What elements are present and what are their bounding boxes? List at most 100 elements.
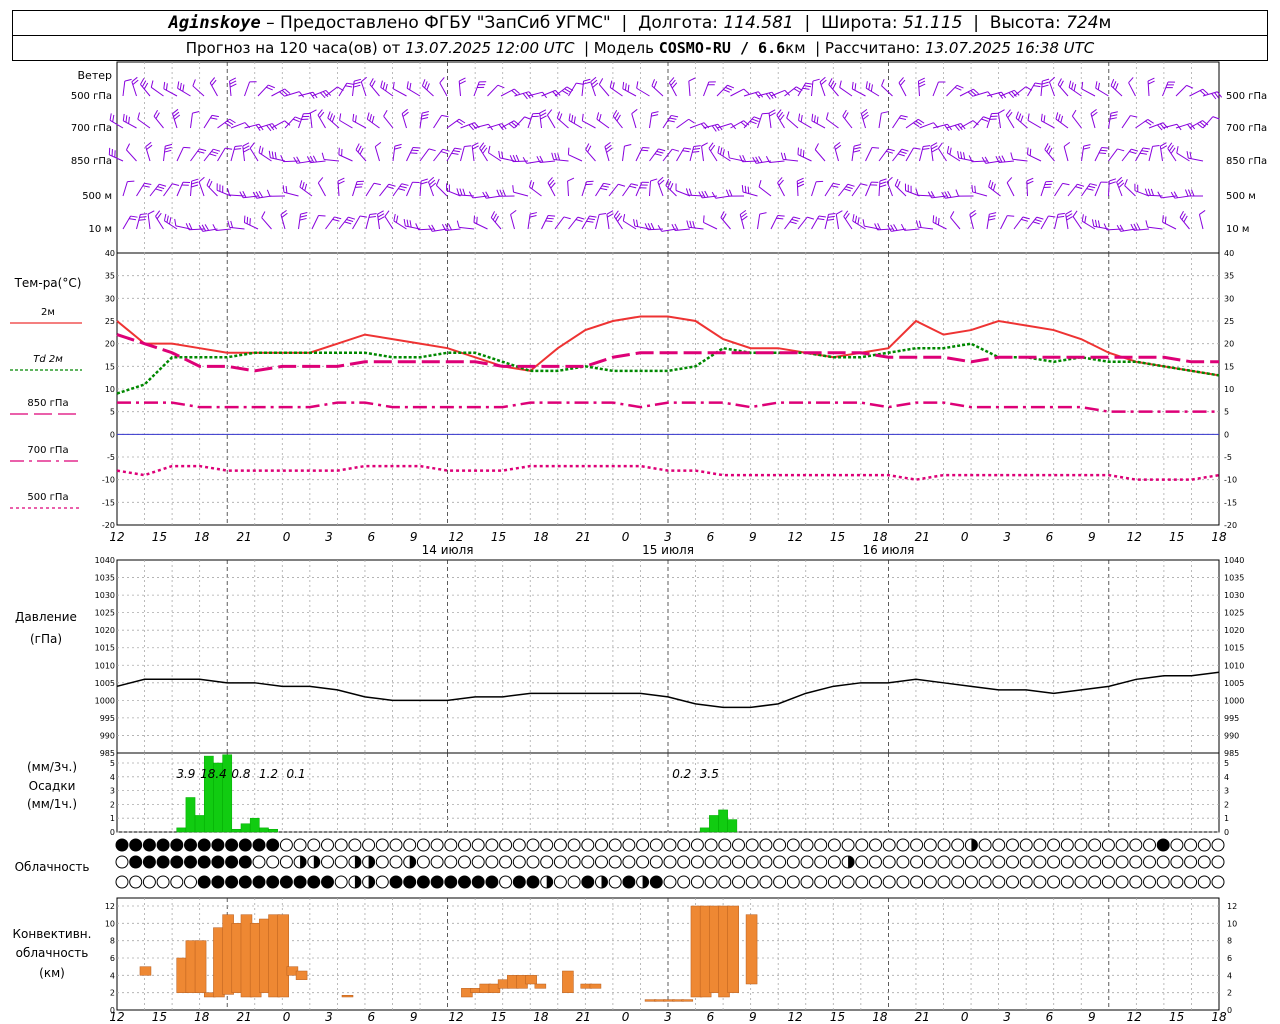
wind-barb-feather xyxy=(385,83,388,91)
cloud-cell xyxy=(786,875,800,889)
precip-ytick-right: 4 xyxy=(1224,773,1229,782)
wind-barb-feather xyxy=(1091,111,1098,117)
wind-barb-staff xyxy=(865,181,872,197)
pressure-ytick-left: 1030 xyxy=(95,591,115,600)
cloud-cell xyxy=(732,875,745,889)
wind-barb-feather xyxy=(266,86,273,91)
wind-barb-feather xyxy=(1124,178,1128,186)
cloud-circle xyxy=(786,838,800,852)
cloud-circle xyxy=(375,838,389,852)
wind-barb-feather xyxy=(234,148,242,150)
cloud-circle xyxy=(718,855,732,869)
wind-barb-feather xyxy=(441,114,449,118)
wind-barb-feather xyxy=(522,157,528,164)
cloud-cell xyxy=(403,838,417,852)
wind-barb-feather xyxy=(268,150,271,158)
conv-ytick-right: 12 xyxy=(1227,902,1237,911)
wind-barb-staff xyxy=(758,186,772,197)
cloud-cell xyxy=(362,875,376,889)
wind-barb-feather xyxy=(155,112,160,119)
bottom-time-tick-label: 21 xyxy=(915,1010,930,1024)
cloud-circle xyxy=(745,855,759,869)
cloud-circle xyxy=(951,875,965,889)
wind-barb-feather xyxy=(1100,149,1108,152)
wind-barb-feather xyxy=(839,80,842,88)
cloud-cell xyxy=(499,838,513,852)
wind-barb-feather xyxy=(225,147,233,150)
cloud-cell xyxy=(512,855,526,869)
wind-barb-staff xyxy=(176,147,184,162)
wind-barb-staff xyxy=(153,116,164,129)
cloud-cell xyxy=(595,855,608,869)
cloud-cell xyxy=(923,875,937,889)
cloud-circle xyxy=(1156,838,1170,852)
wind-barb-feather xyxy=(480,144,486,152)
wind-barb-feather xyxy=(229,77,237,82)
cloud-circle xyxy=(115,875,129,889)
wind-barb-feather xyxy=(671,223,676,231)
wind-barb-feather xyxy=(642,146,650,149)
wind-barb-staff xyxy=(567,180,569,197)
wind-barb-feather xyxy=(1022,216,1030,220)
cloud-cell xyxy=(814,875,828,889)
wind-barb-feather xyxy=(346,219,354,223)
cloud-circle xyxy=(512,838,526,852)
cloud-cell xyxy=(458,855,471,869)
cloud-circle xyxy=(937,838,951,852)
cloud-circle xyxy=(1156,875,1170,889)
time-tick-label: 21 xyxy=(915,530,930,544)
conv-ytick-right: 6 xyxy=(1227,954,1232,963)
wind-barb-feather xyxy=(830,80,835,88)
wind-barb-feather xyxy=(779,114,785,121)
wind-barb-feather xyxy=(853,144,861,147)
wind-barb-feather xyxy=(309,155,315,163)
conv-bar xyxy=(534,983,547,989)
wind-barb-staff xyxy=(244,81,251,97)
wind-barb-staff xyxy=(649,180,651,197)
cloud-cell xyxy=(978,838,992,852)
wind-barb-staff xyxy=(1005,114,1015,129)
wind-barb-feather xyxy=(327,111,331,119)
wind-barb-feather xyxy=(421,79,426,87)
wind-barb-feather xyxy=(1167,142,1173,149)
cloud-circle xyxy=(129,855,143,869)
wind-barb-staff xyxy=(851,146,855,162)
wind-barb-feather xyxy=(842,109,847,117)
conv-ytick-left: 10 xyxy=(105,919,115,928)
cloud-cell xyxy=(718,875,732,889)
wind-barb-staff xyxy=(1063,146,1069,162)
cloud-circle xyxy=(1006,838,1019,852)
wind-barb-feather xyxy=(1057,78,1062,85)
wind-barb-staff xyxy=(701,146,704,162)
wind-barb-feather xyxy=(258,191,264,198)
wind-barb-feather xyxy=(1086,188,1094,191)
cloud-cell xyxy=(718,855,732,869)
cloud-circle xyxy=(923,838,937,852)
wind-barb-staff xyxy=(140,84,151,97)
precip-ytick-right: 1 xyxy=(1224,814,1229,823)
cloud-circle xyxy=(581,855,595,869)
wind-barb-staff xyxy=(937,148,947,162)
cloud-circle xyxy=(416,875,430,889)
conv-bar xyxy=(277,914,289,998)
wind-barb-feather xyxy=(674,223,679,231)
wind-barb-feather xyxy=(165,83,168,91)
wind-barb-feather xyxy=(865,81,868,89)
provider-text: – Предоставлено ФГБУ "ЗапСиб УГМС" xyxy=(266,13,611,33)
wind-barb-staff xyxy=(1135,118,1149,129)
cloud-cell xyxy=(992,855,1006,869)
wind-barb-staff xyxy=(527,113,534,129)
wind-barb-feather xyxy=(242,191,247,198)
wind-barb-feather xyxy=(917,118,925,124)
wind-barb-feather xyxy=(1020,115,1024,123)
wind-barb-feather xyxy=(1119,224,1125,232)
cloud-cell xyxy=(458,875,471,889)
wind-barb-feather xyxy=(1073,83,1077,92)
wind-barb-feather xyxy=(1179,211,1184,218)
wind-barb-feather xyxy=(1196,123,1204,129)
wind-barb-feather xyxy=(458,118,466,124)
pressure-ytick-left: 990 xyxy=(100,731,115,740)
wind-barb-feather xyxy=(1040,113,1043,121)
cloud-circle xyxy=(184,875,197,889)
wind-barb-staff xyxy=(1081,146,1085,162)
